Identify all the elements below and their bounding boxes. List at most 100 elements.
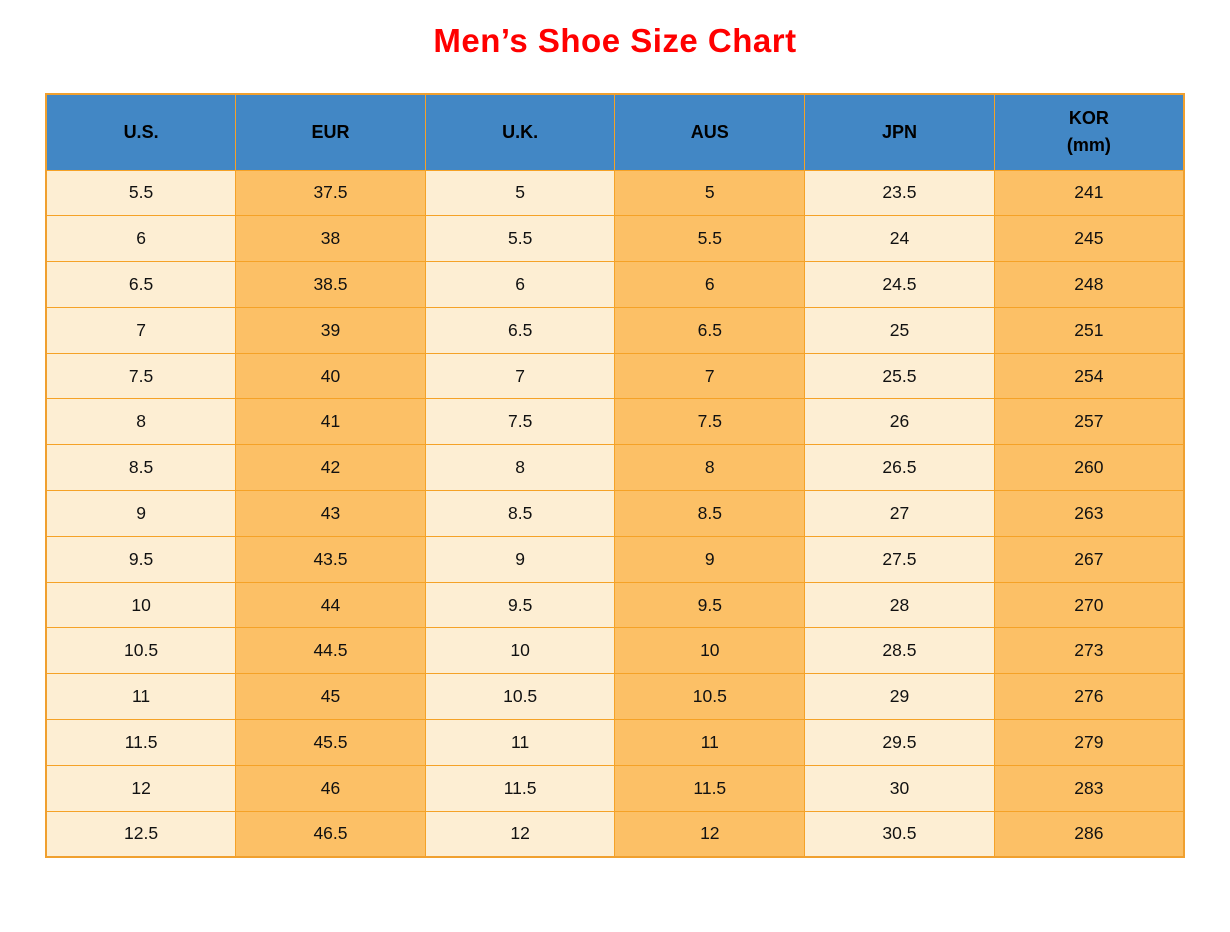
table-row: 11.5 45.5 11 11 29.5 279 xyxy=(45,719,1185,766)
cell-eur: 45 xyxy=(235,673,426,721)
column-header-jpn: JPN xyxy=(804,93,995,171)
cell-kor: 254 xyxy=(993,352,1185,400)
cell-jpn: 26.5 xyxy=(804,444,995,492)
page: Men’s Shoe Size Chart U.S. EUR U.K. AUS JPN K… xyxy=(0,22,1230,932)
table-row: 6.5 38.5 6 6 24.5 248 xyxy=(45,261,1185,308)
cell-aus: 10.5 xyxy=(614,673,806,721)
cell-jpn: 25 xyxy=(804,306,995,354)
cell-eur: 43.5 xyxy=(235,535,426,583)
table-row: 8 41 7.5 7.5 26 257 xyxy=(45,398,1185,446)
cell-aus: 8 xyxy=(614,444,806,492)
cell-aus: 9.5 xyxy=(614,581,806,629)
cell-jpn: 27.5 xyxy=(804,535,995,583)
table-row: 10.5 44.5 10 10 28.5 273 xyxy=(45,627,1185,675)
cell-aus: 6 xyxy=(614,261,806,308)
cell-eur: 39 xyxy=(235,306,426,354)
cell-aus: 5 xyxy=(614,169,806,217)
cell-kor: 276 xyxy=(993,673,1185,721)
cell-kor: 260 xyxy=(993,444,1185,492)
cell-aus: 12 xyxy=(614,810,806,858)
cell-kor: 245 xyxy=(993,215,1185,263)
cell-us: 10 xyxy=(45,581,237,629)
table-row: 9 43 8.5 8.5 27 263 xyxy=(45,490,1185,537)
cell-kor: 279 xyxy=(993,719,1185,766)
table-body: 5.5 37.5 5 5 23.5 241 6 38 5.5 5.5 24 245 6.5 38.5 6 6 2… xyxy=(45,169,1185,858)
cell-eur: 44.5 xyxy=(235,627,426,675)
cell-uk: 11.5 xyxy=(424,764,616,812)
table-row: 7.5 40 7 7 25.5 254 xyxy=(45,352,1185,400)
cell-jpn: 27 xyxy=(804,490,995,537)
cell-kor: 273 xyxy=(993,627,1185,675)
cell-jpn: 24 xyxy=(804,215,995,263)
cell-jpn: 30 xyxy=(804,764,995,812)
cell-aus: 7.5 xyxy=(614,398,806,446)
cell-us: 12.5 xyxy=(45,810,237,858)
table-row: 12 46 11.5 11.5 30 283 xyxy=(45,764,1185,812)
cell-uk: 8 xyxy=(424,444,616,492)
cell-eur: 46 xyxy=(235,764,426,812)
table-row: 8.5 42 8 8 26.5 260 xyxy=(45,444,1185,492)
shoe-size-table: U.S. EUR U.K. AUS JPN KOR (mm) 5.5 37.5 5 5 23.5 2… xyxy=(45,93,1185,858)
cell-eur: 40 xyxy=(235,352,426,400)
cell-kor: 257 xyxy=(993,398,1185,446)
table-row: 7 39 6.5 6.5 25 251 xyxy=(45,306,1185,354)
cell-uk: 10 xyxy=(424,627,616,675)
table-row: 9.5 43.5 9 9 27.5 267 xyxy=(45,535,1185,583)
cell-us: 8.5 xyxy=(45,444,237,492)
cell-eur: 44 xyxy=(235,581,426,629)
table-row: 6 38 5.5 5.5 24 245 xyxy=(45,215,1185,263)
cell-eur: 38 xyxy=(235,215,426,263)
cell-kor: 263 xyxy=(993,490,1185,537)
cell-kor: 267 xyxy=(993,535,1185,583)
cell-jpn: 30.5 xyxy=(804,810,995,858)
cell-aus: 11.5 xyxy=(614,764,806,812)
header-row: U.S. EUR U.K. AUS JPN KOR (mm) xyxy=(45,93,1185,171)
cell-uk: 9 xyxy=(424,535,616,583)
cell-uk: 8.5 xyxy=(424,490,616,537)
column-header-us: U.S. xyxy=(45,93,237,171)
cell-aus: 11 xyxy=(614,719,806,766)
cell-kor: 283 xyxy=(993,764,1185,812)
cell-us: 6.5 xyxy=(45,261,237,308)
cell-uk: 6 xyxy=(424,261,616,308)
cell-uk: 5.5 xyxy=(424,215,616,263)
cell-us: 11.5 xyxy=(45,719,237,766)
cell-eur: 37.5 xyxy=(235,169,426,217)
cell-kor: 286 xyxy=(993,810,1185,858)
cell-uk: 5 xyxy=(424,169,616,217)
cell-us: 10.5 xyxy=(45,627,237,675)
cell-uk: 12 xyxy=(424,810,616,858)
column-header-aus: AUS xyxy=(614,93,806,171)
cell-aus: 9 xyxy=(614,535,806,583)
cell-eur: 46.5 xyxy=(235,810,426,858)
cell-eur: 45.5 xyxy=(235,719,426,766)
cell-eur: 42 xyxy=(235,444,426,492)
cell-jpn: 26 xyxy=(804,398,995,446)
column-header-uk: U.K. xyxy=(424,93,616,171)
cell-us: 12 xyxy=(45,764,237,812)
table-row: 11 45 10.5 10.5 29 276 xyxy=(45,673,1185,721)
cell-jpn: 28.5 xyxy=(804,627,995,675)
column-header-kor: KOR (mm) xyxy=(993,93,1185,171)
cell-eur: 38.5 xyxy=(235,261,426,308)
cell-uk: 6.5 xyxy=(424,306,616,354)
cell-us: 5.5 xyxy=(45,169,237,217)
cell-us: 9.5 xyxy=(45,535,237,583)
cell-aus: 8.5 xyxy=(614,490,806,537)
cell-uk: 10.5 xyxy=(424,673,616,721)
cell-aus: 7 xyxy=(614,352,806,400)
cell-jpn: 25.5 xyxy=(804,352,995,400)
cell-jpn: 24.5 xyxy=(804,261,995,308)
cell-eur: 41 xyxy=(235,398,426,446)
column-header-eur: EUR xyxy=(235,93,426,171)
table-row: 10 44 9.5 9.5 28 270 xyxy=(45,581,1185,629)
cell-uk: 11 xyxy=(424,719,616,766)
cell-aus: 10 xyxy=(614,627,806,675)
cell-us: 7.5 xyxy=(45,352,237,400)
cell-aus: 5.5 xyxy=(614,215,806,263)
cell-kor: 248 xyxy=(993,261,1185,308)
cell-uk: 7 xyxy=(424,352,616,400)
cell-kor: 270 xyxy=(993,581,1185,629)
cell-jpn: 28 xyxy=(804,581,995,629)
cell-jpn: 29 xyxy=(804,673,995,721)
